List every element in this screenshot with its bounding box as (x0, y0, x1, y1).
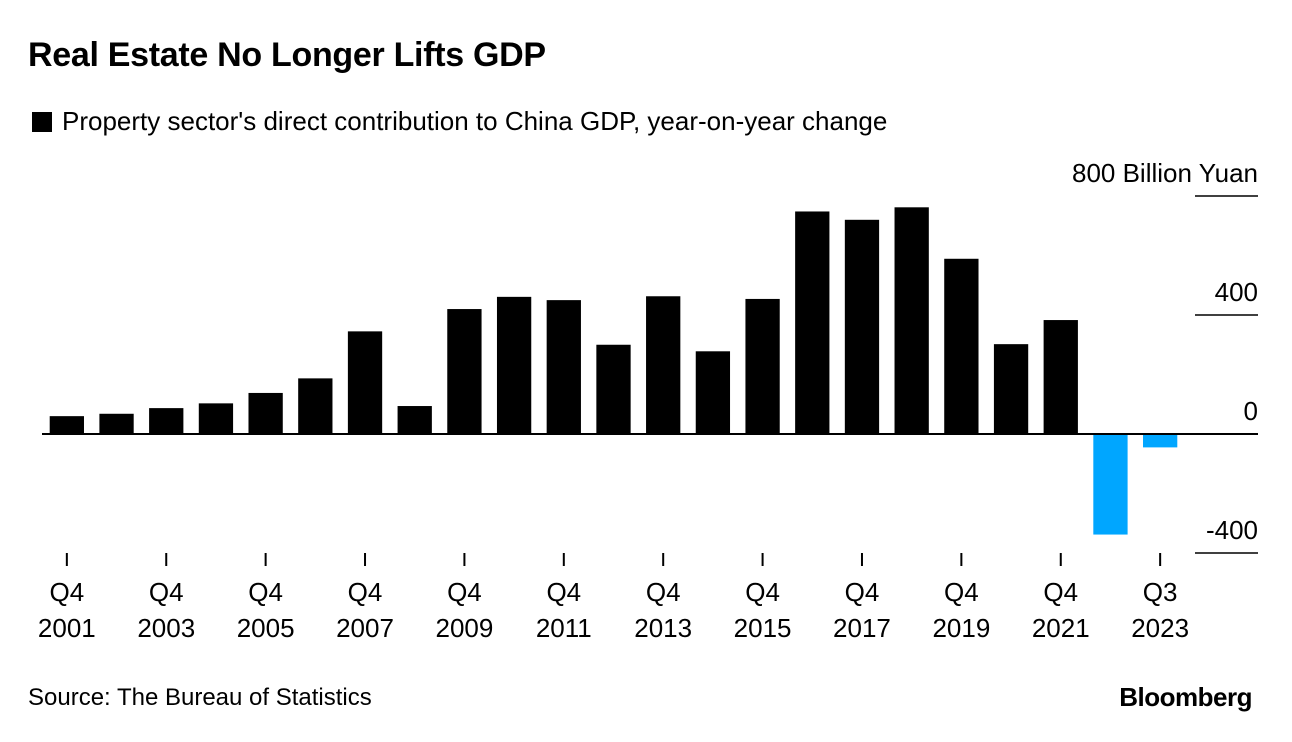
bar-2008 (397, 406, 432, 434)
x-tick-label-period: Q4 (845, 577, 880, 607)
x-tick-label-period: Q4 (1043, 577, 1078, 607)
bars (49, 207, 1178, 535)
bar-2005 (248, 392, 283, 434)
x-tick-label-year: 2019 (932, 613, 990, 643)
bar-2018 (894, 207, 929, 434)
bar-2020 (993, 344, 1029, 434)
x-tick-label-period: Q4 (745, 577, 780, 607)
x-ticks: Q4 2001 Q4 2003 Q4 2005 Q4 2007 Q4 2009 Q4 2011 Q4 20… (38, 553, 1189, 643)
x-tick-label-year: 2021 (1032, 613, 1090, 643)
x-tick-label-year: 2023 (1131, 613, 1189, 643)
bar-2023 (1143, 434, 1178, 448)
x-tick-label-period: Q4 (546, 577, 581, 607)
bar-2021 (1043, 320, 1078, 434)
bar-2003 (149, 408, 184, 434)
bar-2019 (944, 258, 979, 434)
bar-2004 (198, 403, 234, 434)
x-tick-label-period: Q4 (149, 577, 184, 607)
bar-2001 (49, 416, 84, 434)
x-tick-label-period: Q4 (248, 577, 283, 607)
x-tick-label-year: 2003 (137, 613, 195, 643)
source-note: Source: The Bureau of Statistics (28, 684, 372, 711)
y-tick-label: 0 (1244, 396, 1258, 426)
x-tick-label-year: 2015 (734, 613, 792, 643)
x-tick-label-year: 2013 (634, 613, 692, 643)
bar-2010 (496, 296, 532, 434)
bar-2007 (347, 331, 383, 434)
legend-label: Property sector's direct contribution to… (62, 106, 888, 136)
y-tick-labels: 800 Billion Yuan 400 0 -400 (1072, 158, 1258, 545)
x-tick-label-period: Q3 (1143, 577, 1178, 607)
bar-2022 (1093, 434, 1128, 535)
bloomberg-logo: Bloomberg (1119, 682, 1252, 712)
x-tick-label-period: Q4 (348, 577, 383, 607)
x-tick-label-period: Q4 (50, 577, 85, 607)
bar-2006 (298, 378, 333, 434)
x-tick-label-year: 2007 (336, 613, 394, 643)
x-tick-label-period: Q4 (646, 577, 681, 607)
legend-swatch (32, 111, 52, 132)
bar-2014 (695, 351, 731, 434)
x-tick-label-year: 2005 (237, 613, 295, 643)
x-tick-label-year: 2001 (38, 613, 96, 643)
bar-2013 (646, 296, 681, 434)
legend: Property sector's direct contribution to… (32, 106, 887, 137)
x-tick-label-period: Q4 (447, 577, 482, 607)
x-tick-label-year: 2017 (833, 613, 891, 643)
bar-2009 (447, 309, 482, 434)
x-tick-label-year: 2009 (435, 613, 493, 643)
bar-2017 (844, 219, 880, 434)
x-tick-label-period: Q4 (944, 577, 979, 607)
y-tick-label: 400 (1215, 277, 1258, 307)
y-tick-label: 800 Billion Yuan (1072, 158, 1258, 188)
bar-2002 (99, 413, 134, 434)
chart-title: Real Estate No Longer Lifts GDP (28, 36, 546, 74)
bar-2011 (546, 300, 581, 434)
bar-2016 (795, 211, 830, 434)
bar-2015 (745, 298, 780, 434)
y-gridlines (1195, 195, 1258, 554)
y-tick-label: -400 (1206, 515, 1258, 545)
x-tick-label-year: 2011 (536, 613, 592, 643)
bar-2012 (596, 344, 631, 434)
